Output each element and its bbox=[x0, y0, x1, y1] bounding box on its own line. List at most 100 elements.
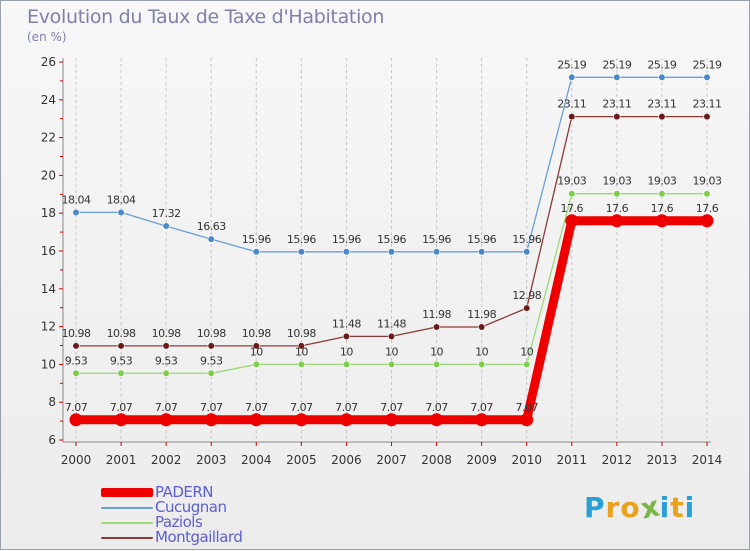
logo-letter: o bbox=[620, 491, 641, 524]
x-tick-label: 2014 bbox=[692, 453, 723, 467]
data-point-paziols bbox=[387, 360, 396, 369]
data-label-paziols: 19.03 bbox=[602, 175, 631, 188]
data-point-cucugnan bbox=[613, 73, 621, 81]
data-label-montgaillard: 23.11 bbox=[647, 98, 676, 111]
data-point-cucugnan bbox=[342, 248, 351, 256]
data-point-padern bbox=[655, 214, 669, 228]
data-label-padern: 7.07 bbox=[110, 401, 133, 414]
data-label-paziols: 10 bbox=[520, 345, 533, 358]
data-point-cucugnan bbox=[162, 222, 170, 230]
x-tick-label: 2012 bbox=[602, 453, 633, 467]
y-tick-label: 8 bbox=[48, 395, 56, 409]
data-point-padern bbox=[520, 413, 534, 427]
y-tick-label: 12 bbox=[41, 320, 56, 334]
data-point-padern bbox=[204, 413, 218, 427]
logo-letter: t bbox=[670, 491, 685, 524]
y-tick-label: 26 bbox=[41, 55, 56, 69]
data-label-montgaillard: 12.98 bbox=[512, 289, 541, 302]
data-label-padern: 7.07 bbox=[290, 401, 313, 414]
data-label-paziols: 10 bbox=[340, 345, 353, 358]
data-point-cucugnan bbox=[387, 248, 396, 256]
x-tick-label: 2007 bbox=[376, 453, 407, 467]
data-point-cucugnan bbox=[658, 73, 666, 81]
data-label-montgaillard: 10.98 bbox=[242, 327, 271, 340]
data-point-montgaillard bbox=[432, 323, 441, 331]
data-label-cucugnan: 25.19 bbox=[647, 58, 676, 71]
data-label-montgaillard: 10.98 bbox=[152, 327, 181, 340]
x-tick-label: 2005 bbox=[286, 453, 317, 467]
legend-swatch-montgaillard bbox=[101, 537, 153, 539]
data-label-cucugnan: 25.19 bbox=[557, 58, 586, 71]
data-point-cucugnan bbox=[117, 208, 125, 217]
data-label-montgaillard: 23.11 bbox=[602, 98, 631, 111]
data-point-cucugnan bbox=[703, 73, 711, 81]
legend-label-montgaillard: Montgaillard bbox=[155, 528, 243, 546]
data-label-padern: 7.07 bbox=[200, 401, 223, 414]
legend-label-padern: PADERN bbox=[155, 483, 214, 501]
proxiti-logo: Proxiti bbox=[584, 489, 696, 525]
data-point-montgaillard bbox=[297, 342, 305, 350]
data-label-padern: 17.6 bbox=[696, 202, 719, 215]
data-label-montgaillard: 11.48 bbox=[377, 317, 406, 330]
data-label-padern: 7.07 bbox=[380, 401, 403, 414]
data-label-montgaillard: 11.98 bbox=[422, 308, 451, 321]
legend-swatch-paziols bbox=[101, 522, 153, 524]
data-point-padern bbox=[385, 413, 398, 427]
data-point-padern bbox=[565, 214, 579, 228]
data-label-montgaillard: 10.98 bbox=[62, 327, 91, 340]
data-label-cucugnan: 25.19 bbox=[693, 58, 722, 71]
data-point-paziols bbox=[207, 369, 215, 377]
data-point-padern bbox=[294, 413, 308, 427]
data-point-paziols bbox=[703, 190, 711, 198]
data-point-montgaillard bbox=[613, 113, 621, 121]
data-point-padern bbox=[430, 413, 444, 427]
data-label-paziols: 19.03 bbox=[693, 175, 722, 188]
logo-letter: i bbox=[684, 491, 696, 524]
data-point-montgaillard bbox=[568, 113, 576, 121]
data-label-paziols: 19.03 bbox=[557, 175, 586, 188]
data-label-paziols: 10 bbox=[475, 345, 488, 358]
data-point-padern bbox=[69, 413, 83, 427]
legend-label-paziols: Paziols bbox=[155, 513, 203, 531]
data-point-padern bbox=[475, 413, 489, 427]
data-point-cucugnan bbox=[72, 208, 80, 217]
data-point-paziols bbox=[613, 190, 621, 198]
x-tick-label: 2013 bbox=[647, 453, 678, 467]
x-tick-label: 2001 bbox=[106, 453, 137, 467]
data-label-montgaillard: 10.98 bbox=[287, 327, 316, 340]
data-label-cucugnan: 16.63 bbox=[197, 220, 226, 233]
data-label-padern: 7.07 bbox=[65, 401, 88, 414]
logo-letter: r bbox=[605, 491, 621, 524]
data-label-cucugnan: 15.96 bbox=[242, 233, 271, 246]
data-point-montgaillard bbox=[387, 332, 396, 341]
data-point-paziols bbox=[478, 360, 486, 369]
data-label-padern: 7.07 bbox=[245, 401, 268, 414]
data-point-montgaillard bbox=[658, 113, 666, 121]
x-tick-label: 2008 bbox=[421, 453, 452, 467]
data-label-paziols: 10 bbox=[295, 345, 308, 358]
data-point-padern bbox=[114, 413, 128, 427]
legend-label-cucugnan: Cucugnan bbox=[155, 498, 227, 516]
y-tick-label: 20 bbox=[41, 168, 56, 182]
data-point-padern bbox=[700, 214, 714, 228]
y-tick-label: 24 bbox=[41, 93, 56, 107]
data-label-padern: 17.6 bbox=[606, 202, 629, 215]
data-label-paziols: 9.53 bbox=[65, 354, 88, 367]
data-point-montgaillard bbox=[478, 323, 486, 331]
data-point-paziols bbox=[297, 360, 305, 369]
data-label-cucugnan: 15.96 bbox=[377, 233, 406, 246]
x-tick-label: 2000 bbox=[61, 453, 92, 467]
data-point-montgaillard bbox=[117, 342, 125, 350]
logo-letter: P bbox=[584, 491, 606, 524]
data-label-montgaillard: 23.11 bbox=[557, 98, 586, 111]
y-tick-label: 16 bbox=[41, 244, 56, 258]
data-point-paziols bbox=[568, 190, 576, 198]
data-point-montgaillard bbox=[342, 332, 351, 341]
data-label-padern: 17.6 bbox=[561, 202, 584, 215]
data-label-paziols: 10 bbox=[385, 345, 398, 358]
data-label-montgaillard: 11.48 bbox=[332, 317, 361, 330]
data-point-montgaillard bbox=[207, 342, 215, 350]
data-point-paziols bbox=[342, 360, 351, 369]
